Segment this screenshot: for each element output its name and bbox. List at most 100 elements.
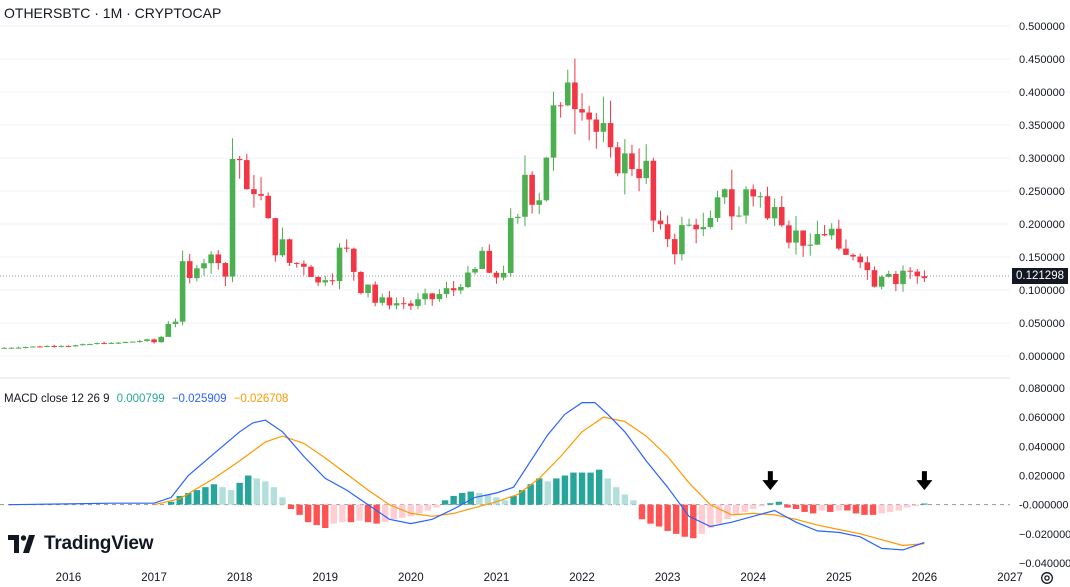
tradingview-logo[interactable]: TradingView bbox=[8, 533, 154, 555]
candle-up bbox=[472, 268, 478, 273]
time-tick-label: 2021 bbox=[484, 572, 510, 584]
candle-down bbox=[51, 345, 58, 347]
arrow-shaft bbox=[921, 471, 927, 482]
candle-down bbox=[272, 218, 279, 256]
histogram-bar bbox=[399, 504, 406, 518]
tradingview-logo-text: TradingView bbox=[44, 533, 154, 554]
histogram-bar bbox=[861, 504, 868, 515]
histogram-bar bbox=[758, 504, 765, 507]
histogram-bar bbox=[322, 504, 329, 528]
histogram-bar bbox=[441, 500, 449, 505]
histogram-bar bbox=[544, 481, 551, 505]
histogram-bar bbox=[570, 472, 577, 505]
settings-gear-icon[interactable] bbox=[1040, 571, 1054, 585]
candle-up bbox=[714, 197, 721, 218]
histogram-bar bbox=[476, 493, 483, 505]
histogram-bar bbox=[587, 472, 594, 505]
candle-down bbox=[864, 262, 871, 271]
candle-up bbox=[543, 157, 550, 201]
time-tick-label: 2022 bbox=[569, 572, 595, 584]
macd-histogram bbox=[167, 469, 928, 539]
histogram-bar bbox=[921, 503, 928, 505]
candle-up bbox=[828, 228, 835, 236]
histogram-bar bbox=[219, 487, 226, 505]
histogram-bar bbox=[613, 487, 620, 505]
histogram-bar bbox=[681, 504, 688, 537]
candle-up bbox=[144, 339, 150, 341]
histogram-bar bbox=[210, 484, 218, 505]
candle-up bbox=[793, 230, 799, 243]
time-tick-label: 2017 bbox=[141, 572, 167, 584]
histogram-bar bbox=[561, 475, 569, 505]
candle-down bbox=[186, 261, 193, 279]
arrow-shaft bbox=[767, 471, 773, 482]
candle-down bbox=[921, 276, 928, 279]
candle-down bbox=[850, 254, 856, 257]
candle-down bbox=[572, 82, 578, 110]
candle-down bbox=[429, 293, 436, 300]
candle-down bbox=[857, 256, 864, 263]
candle-up bbox=[743, 189, 749, 216]
histogram-bar bbox=[869, 504, 877, 515]
histogram-bar bbox=[827, 504, 834, 512]
candle-up bbox=[707, 217, 714, 228]
histogram-bar bbox=[381, 504, 389, 523]
histogram-bar bbox=[433, 504, 440, 508]
time-tick-label: 2026 bbox=[912, 572, 938, 584]
histogram-bar bbox=[245, 475, 252, 505]
price-tick-label: 0.450000 bbox=[1019, 54, 1065, 66]
candle-up bbox=[393, 303, 400, 306]
price-tick-label: 0.150000 bbox=[1019, 252, 1065, 264]
macd-tick-label: 0.020000 bbox=[1019, 471, 1065, 483]
candle-down bbox=[693, 224, 699, 230]
candle-up bbox=[436, 294, 443, 300]
time-tick-label: 2023 bbox=[655, 572, 681, 584]
histogram-bar bbox=[236, 482, 243, 505]
candle-down bbox=[907, 270, 913, 272]
histogram-bar bbox=[741, 504, 748, 512]
histogram-bar bbox=[604, 478, 611, 505]
price-tick-label: 0.200000 bbox=[1019, 219, 1065, 231]
histogram-bar bbox=[416, 504, 423, 514]
candle-up bbox=[736, 215, 742, 217]
histogram-bar bbox=[750, 504, 757, 510]
candle-up bbox=[172, 321, 179, 324]
annotations bbox=[762, 471, 933, 491]
candle-up bbox=[115, 342, 122, 344]
candle-up bbox=[79, 344, 86, 346]
candle-up bbox=[365, 284, 371, 294]
candle-down bbox=[315, 276, 321, 283]
histogram-bar bbox=[304, 504, 312, 523]
histogram-bar bbox=[809, 504, 817, 514]
macd-axis: 0.080000 0.060000 0.040000 0.020000 -0.00000… bbox=[1019, 383, 1070, 570]
macd-legend[interactable]: MACD close 12 26 9 0.000799 −0.025909 −0… bbox=[4, 393, 292, 405]
histogram-bar bbox=[724, 504, 731, 520]
candle-up bbox=[58, 345, 65, 347]
time-tick-label: 2016 bbox=[56, 572, 82, 584]
candle-up bbox=[443, 288, 450, 295]
time-tick-label: 2018 bbox=[227, 572, 253, 584]
arrow-down-icon bbox=[762, 471, 779, 491]
candle-up bbox=[814, 234, 821, 245]
candle-up bbox=[129, 341, 136, 343]
candle-up bbox=[87, 344, 93, 346]
candle-down bbox=[386, 297, 393, 306]
price-grid bbox=[0, 25, 1010, 357]
candle-down bbox=[893, 273, 899, 285]
candle-down bbox=[222, 263, 229, 277]
histogram-bar bbox=[296, 504, 303, 515]
histogram-bar bbox=[775, 501, 783, 505]
candle-down bbox=[750, 189, 757, 197]
candle-up bbox=[336, 247, 343, 282]
candle-down bbox=[486, 250, 493, 273]
candle-up bbox=[322, 280, 329, 283]
candle-down bbox=[372, 284, 378, 303]
candle-up bbox=[479, 250, 485, 269]
candle-down bbox=[657, 220, 664, 225]
candle-up bbox=[721, 189, 728, 198]
candle-down bbox=[593, 119, 600, 132]
histogram-bar bbox=[732, 504, 740, 515]
candle-down bbox=[350, 248, 357, 272]
candle-up bbox=[600, 123, 607, 132]
